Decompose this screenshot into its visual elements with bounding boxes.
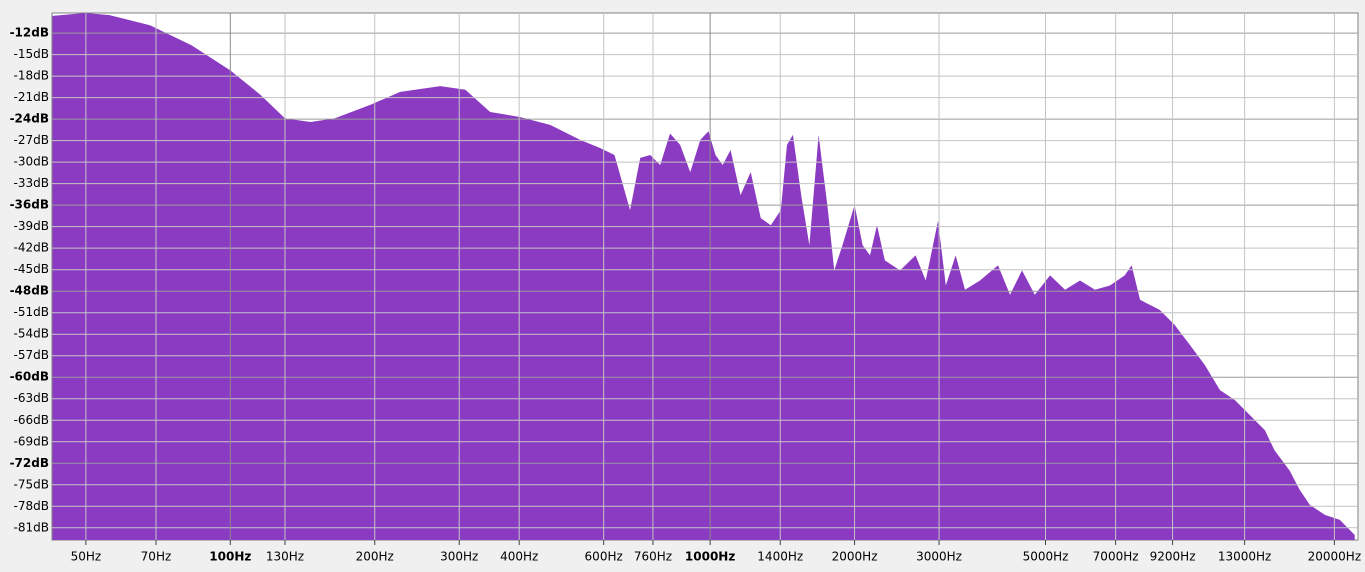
y-tick-label: -57dB: [14, 348, 49, 362]
x-tick-label: 200Hz: [356, 550, 394, 564]
x-tick-label: 50Hz: [71, 550, 102, 564]
y-tick-label: -69dB: [14, 434, 49, 448]
x-tick-label: 9200Hz: [1150, 550, 1196, 564]
x-tick-label: 20000Hz: [1308, 550, 1362, 564]
y-tick-label: -15dB: [14, 47, 49, 61]
y-tick-label: -42dB: [14, 241, 49, 255]
y-tick-label: -48dB: [10, 284, 49, 298]
y-tick-label: -27dB: [14, 133, 49, 147]
x-tick-label: 70Hz: [141, 550, 172, 564]
y-tick-label: -72dB: [10, 456, 49, 470]
x-tick-label: 5000Hz: [1023, 550, 1069, 564]
y-tick-label: -24dB: [10, 112, 49, 126]
y-tick-label: -78dB: [14, 499, 49, 513]
y-tick-label: -51dB: [14, 305, 49, 319]
x-tick-label: 300Hz: [440, 550, 478, 564]
y-tick-label: -18dB: [14, 69, 49, 83]
x-tick-label: 100Hz: [209, 550, 251, 564]
x-tick-label: 1000Hz: [685, 550, 735, 564]
y-tick-label: -75dB: [14, 477, 49, 491]
y-tick-label: -66dB: [14, 413, 49, 427]
y-tick-label: -12dB: [10, 26, 49, 40]
x-tick-label: 2000Hz: [832, 550, 878, 564]
y-tick-label: -45dB: [14, 262, 49, 276]
y-tick-label: -30dB: [14, 155, 49, 169]
x-tick-label: 400Hz: [500, 550, 538, 564]
x-tick-label: 130Hz: [266, 550, 304, 564]
y-tick-label: -33dB: [14, 176, 49, 190]
x-tick-label: 13000Hz: [1218, 550, 1272, 564]
x-tick-label: 760Hz: [634, 550, 672, 564]
y-tick-label: -63dB: [14, 391, 49, 405]
x-tick-label: 1400Hz: [757, 550, 803, 564]
y-tick-label: -39dB: [14, 219, 49, 233]
y-tick-label: -81dB: [14, 520, 49, 534]
y-tick-label: -60dB: [10, 370, 49, 384]
x-tick-label: 600Hz: [585, 550, 623, 564]
y-tick-label: -21dB: [14, 90, 49, 104]
x-tick-label: 7000Hz: [1093, 550, 1139, 564]
x-tick-label: 3000Hz: [916, 550, 962, 564]
y-tick-label: -36dB: [10, 198, 49, 212]
y-tick-label: -54dB: [14, 327, 49, 341]
spectrum-area: [52, 13, 1355, 540]
